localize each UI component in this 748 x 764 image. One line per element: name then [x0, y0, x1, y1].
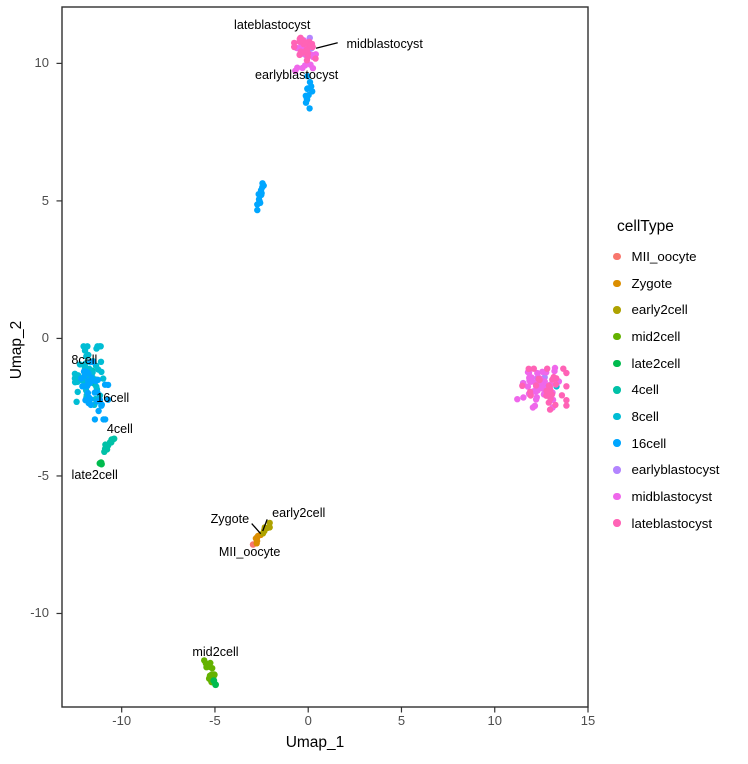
- cluster-label-MII_oocyte: MII_oocyte: [218, 544, 281, 559]
- legend-item-label: mid2cell: [631, 329, 681, 345]
- legend-item-Zygote: Zygote: [613, 270, 672, 297]
- cluster-label-8cell: 8cell: [71, 353, 98, 368]
- legend-item-label: MII_oocyte: [631, 249, 697, 265]
- y-tick-label--5: -5: [37, 467, 49, 483]
- legend-item-MII_oocyte: MII_oocyte: [613, 243, 697, 270]
- legend-item-label: early2cell: [631, 302, 688, 318]
- legend-color-dot: [613, 332, 621, 341]
- legend-item-label: 8cell: [631, 409, 659, 425]
- annotation-leader-lines: [251, 42, 338, 535]
- x-tick-label-15: 15: [580, 713, 596, 728]
- legend-item-late2cell: late2cell: [613, 350, 680, 377]
- x-tick-label--10: -10: [112, 713, 132, 728]
- legend-item-early2cell: early2cell: [613, 297, 688, 324]
- x-tick-label-0: 0: [304, 713, 312, 728]
- y-tick-label--10: -10: [30, 605, 49, 621]
- legend-item-label: lateblastocyst: [631, 515, 713, 531]
- cluster-label-late2cell: late2cell: [71, 467, 118, 482]
- legend-color-dot: [613, 466, 621, 474]
- legend-item-label: 16cell: [631, 435, 667, 451]
- y-tick-label-10: 10: [34, 55, 49, 71]
- panel-border: [61, 6, 589, 708]
- legend-item-mid2cell: mid2cell: [613, 323, 680, 350]
- cluster-label-16cell: 16cell: [96, 390, 130, 405]
- legend-item-earlyblastocyst: earlyblastocyst: [613, 457, 719, 484]
- legend-item-16cell: 16cell: [613, 430, 666, 457]
- legend-item-label: 4cell: [631, 382, 659, 398]
- data-points: [71, 34, 570, 689]
- axis-ticks: [56, 62, 589, 713]
- legend-color-dot: [613, 252, 621, 261]
- legend-item-label: midblastocyst: [631, 489, 713, 505]
- legend-color-dot: [613, 519, 621, 527]
- legend-item-label: earlyblastocyst: [631, 462, 720, 478]
- legend-item-label: Zygote: [631, 275, 673, 291]
- y-tick-label-5: 5: [41, 192, 49, 208]
- legend-item-4cell: 4cell: [613, 377, 659, 404]
- x-tick-label-10: 10: [487, 713, 502, 728]
- legend-item-lateblastocyst: lateblastocyst: [613, 510, 712, 537]
- legend-color-dot: [613, 359, 621, 368]
- cluster-label-midblastocyst: midblastocyst: [346, 37, 423, 52]
- legend-color-dot: [613, 279, 621, 288]
- legend-color-dot: [613, 306, 621, 314]
- y-tick-label-0: 0: [41, 330, 49, 346]
- legend-color-dot: [613, 492, 621, 501]
- legend-item-8cell: 8cell: [613, 403, 659, 430]
- legend-color-dot: [613, 439, 621, 447]
- y-axis-title: Umap_2: [8, 320, 25, 380]
- x-axis-title: Umap_1: [285, 734, 345, 751]
- x-tick-label-5: 5: [397, 713, 406, 728]
- cluster-label-early2cell: early2cell: [272, 506, 326, 521]
- legend-color-dot: [613, 412, 621, 421]
- legend-title: cellType: [617, 218, 674, 235]
- cluster-label-lateblastocyst: lateblastocyst: [234, 17, 311, 32]
- legend-item-midblastocyst: midblastocyst: [613, 483, 712, 510]
- x-tick-label--5: -5: [209, 713, 221, 728]
- cluster-label-4cell: 4cell: [106, 422, 133, 437]
- cluster-label-Zygote: Zygote: [210, 511, 250, 526]
- legend-color-dot: [613, 386, 621, 394]
- legend-item-label: late2cell: [631, 355, 681, 371]
- cluster-label-mid2cell: mid2cell: [192, 644, 239, 659]
- cluster-label-earlyblastocyst: earlyblastocyst: [254, 68, 339, 83]
